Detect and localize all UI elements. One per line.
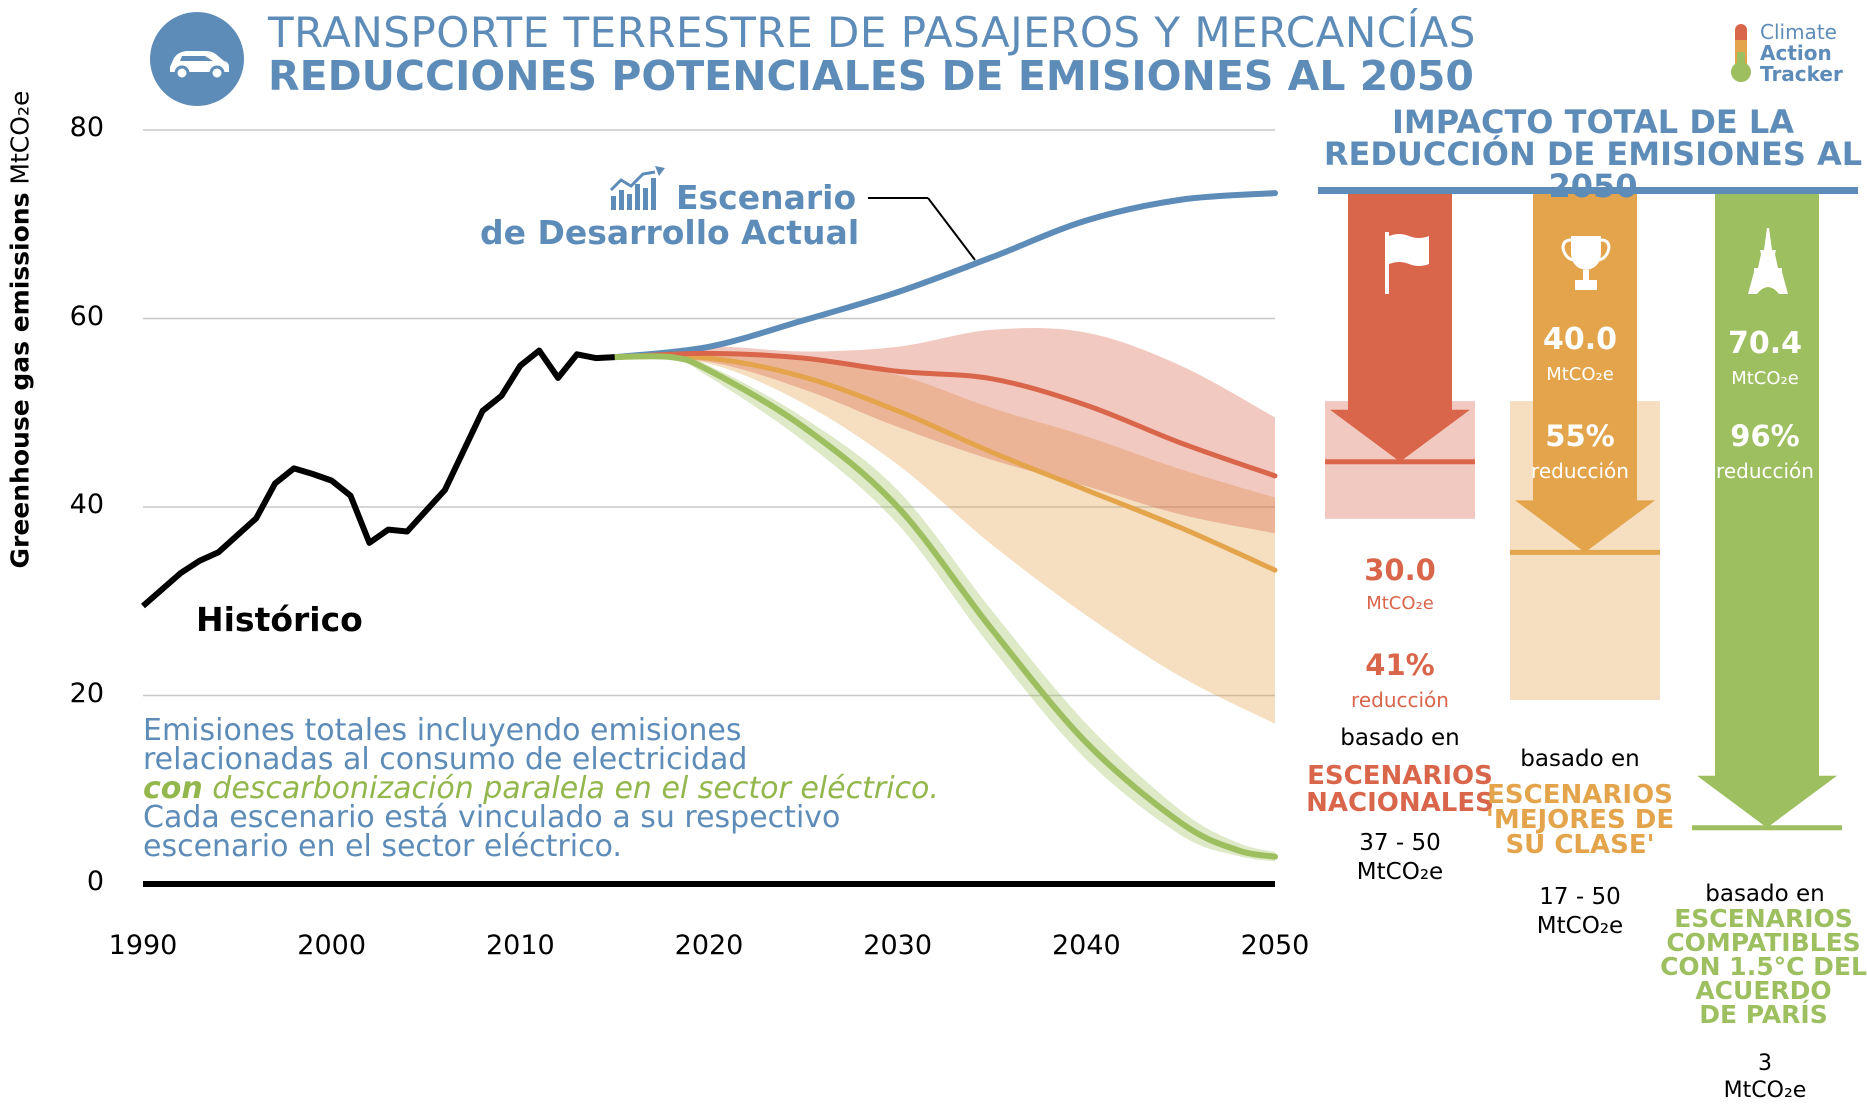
paris-range-unit: MtCO₂e [1723, 1078, 1807, 1103]
note-line-3: con descarbonización paralela en el sect… [143, 771, 939, 806]
cpp-line [611, 190, 1278, 361]
paris-scenario-line-4: ACUERDO [1695, 976, 1832, 1005]
title-line-2: REDUCCIONES POTENCIALES DE EMISIONES AL … [268, 52, 1474, 100]
historic-line [141, 347, 615, 609]
paris-reduction-arrow [1697, 194, 1837, 828]
impact-panel [1318, 187, 1858, 831]
national-reduction-arrow [1330, 194, 1470, 462]
national-scenario-name: ESCENARIOS NACIONALES [1290, 763, 1510, 817]
note-line-3-bold: con [143, 771, 203, 806]
impact-title: IMPACTO TOTAL DE LA REDUCCIÓN DE EMISION… [1308, 106, 1867, 202]
logo-circle [150, 12, 244, 106]
title-line-1: TRANSPORTE TERRESTRE DE PASAJEROS Y MERC… [268, 8, 1476, 57]
x-tick-2020: 2020 [674, 930, 744, 961]
best-basis: basado en [1520, 746, 1640, 772]
national-scenario-line-1: ESCENARIOS [1307, 761, 1493, 791]
note-line-2: relacionadas al consumo de electricidad [143, 742, 748, 777]
note-line-1: Emisiones totales incluyendo emisiones [143, 713, 742, 748]
national-pct: 41% [1365, 648, 1435, 682]
paris-basis: basado en [1705, 881, 1825, 907]
paris-value: 70.4 [1727, 326, 1803, 361]
y-tick-80: 80 [69, 112, 104, 143]
historic-label: Histórico [196, 600, 363, 639]
national-scenario-line-2: NACIONALES [1306, 788, 1494, 818]
x-tick-2000: 2000 [297, 930, 367, 961]
best-unit: MtCO₂e [1546, 364, 1614, 385]
best-scenario-line-3: SU CLASE' [1505, 830, 1655, 860]
y-tick-40: 40 [69, 489, 104, 520]
best-in-class-line [612, 353, 1278, 573]
paris-range: 3 [1758, 1051, 1772, 1076]
cpp-label-line-1: Escenario [676, 178, 857, 217]
brand-word-1: Climate [1760, 20, 1837, 44]
national-range: 37 - 50 [1359, 830, 1441, 856]
paris-scenario-line-5: DE PARÍS [1699, 1000, 1828, 1029]
y-tick-0: 0 [86, 866, 104, 897]
best-pct: 55% [1545, 419, 1615, 453]
car-icon [170, 51, 229, 81]
best-pct-label: reducción [1531, 459, 1629, 483]
brand-logo: Climate Action Tracker [1728, 22, 1867, 92]
paris-pct-label: reducción [1716, 459, 1814, 483]
y-tick-60: 60 [69, 300, 104, 332]
trophy-icon [1561, 236, 1611, 290]
paris-scenario-line-1: ESCENARIOS [1674, 904, 1853, 933]
national-value: 30.0 [1364, 553, 1436, 587]
best-in-class-range-band [614, 353, 1275, 724]
paris-line [611, 353, 1278, 860]
best-reduction-arrow [1515, 194, 1655, 553]
paris-pct: 96% [1730, 419, 1800, 453]
impact-top-bar [1318, 187, 1858, 194]
best-scenario-line-1: ESCENARIOS [1487, 780, 1673, 810]
paris-unit: MtCO₂e [1731, 368, 1799, 389]
paris-scenario-line-3: CON 1.5°C DEL [1660, 952, 1867, 981]
x-tick-1990: 1990 [108, 930, 178, 961]
national-line [612, 350, 1278, 479]
x-tick-2030: 2030 [863, 930, 933, 961]
cpp-label-line-2: de Desarrollo Actual [480, 213, 860, 252]
brand-word-3: Tracker [1760, 62, 1843, 86]
scenario-lines [141, 190, 1278, 860]
note-line-5: escenario en el sector eléctrico. [143, 829, 622, 864]
national-range-unit: MtCO₂e [1356, 859, 1444, 885]
note-line-4: Cada escenario está vinculado a su respe… [143, 800, 841, 835]
thermometer-icon [1731, 24, 1751, 82]
best-scenario-name: ESCENARIOS 'MEJORES DE SU CLASE' [1480, 780, 1680, 860]
paris-scenario-name: ESCENARIOS COMPATIBLES CON 1.5°C DEL ACU… [1660, 904, 1867, 1029]
best-scenario-line-2: 'MEJORES DE [1485, 805, 1675, 835]
national-unit: MtCO₂e [1366, 593, 1434, 614]
best-range-unit: MtCO₂e [1536, 913, 1624, 939]
impact-title-line-2: REDUCCIÓN DE EMISIONES AL 2050 [1323, 135, 1863, 205]
x-tick-2040: 2040 [1051, 930, 1121, 961]
national-pct-label: reducción [1351, 688, 1449, 712]
best-value: 40.0 [1542, 322, 1618, 357]
cpp-annotation-pointer [927, 197, 976, 261]
y-tick-20: 20 [69, 677, 104, 709]
paris-scenario-line-2: COMPATIBLES [1666, 928, 1861, 957]
x-tick-2050: 2050 [1240, 930, 1310, 961]
bar-chart-icon [609, 166, 665, 210]
grid-lines [143, 129, 1275, 887]
x-tick-2010: 2010 [485, 930, 555, 961]
note-line-3-rest: descarbonización paralela en el sector e… [202, 771, 939, 806]
eiffel-tower-icon [1748, 228, 1788, 294]
best-range: 17 - 50 [1539, 884, 1621, 910]
methodology-note: Emisiones totales incluyendo emisiones r… [143, 713, 939, 864]
national-basis: basado en [1340, 725, 1460, 751]
flag-icon [1385, 232, 1429, 294]
brand-word-2: Action [1760, 41, 1832, 65]
impact-title-line-1: IMPACTO TOTAL DE LA [1391, 103, 1795, 141]
